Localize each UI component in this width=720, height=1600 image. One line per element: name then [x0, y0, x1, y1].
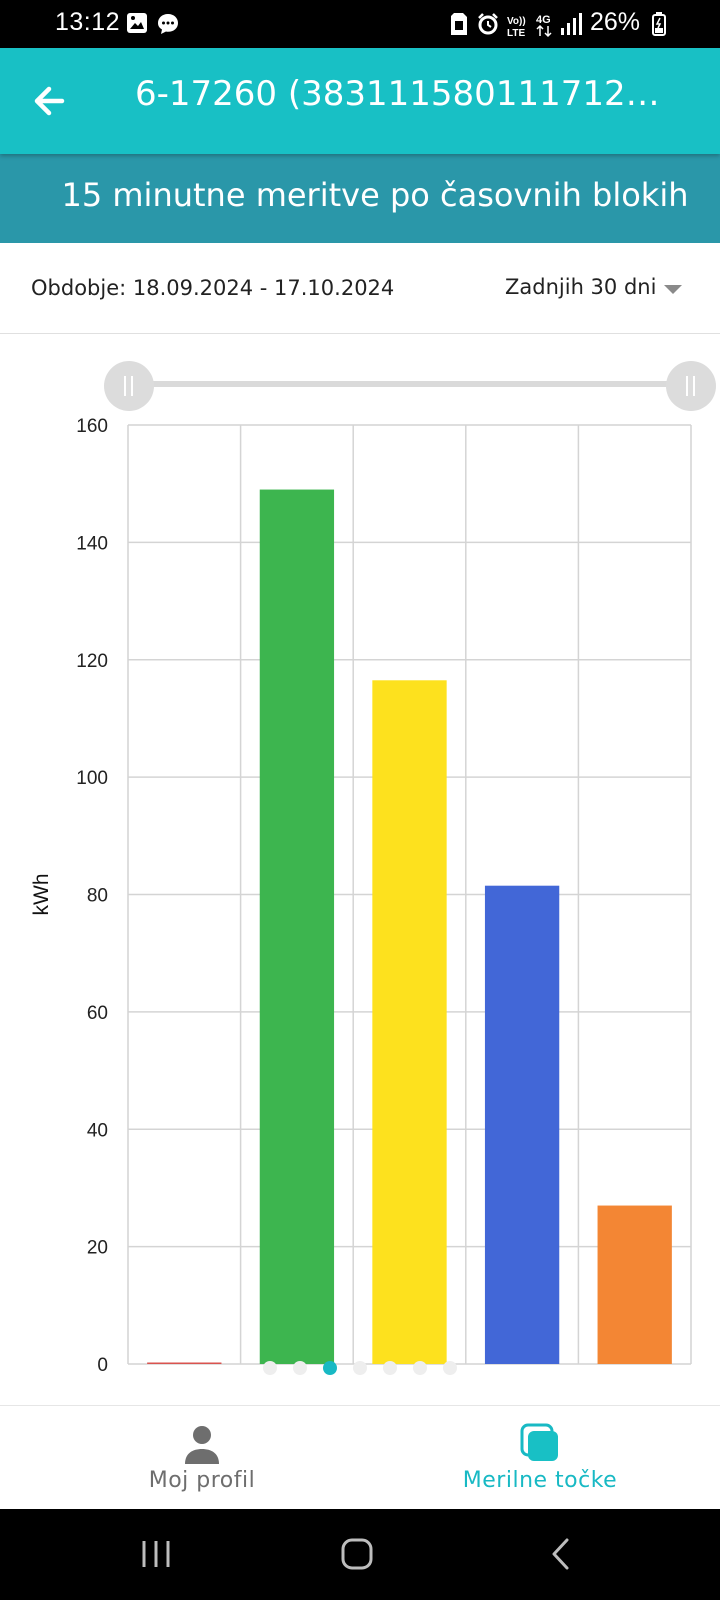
y-tick-label: 80: [87, 886, 108, 907]
gallery-icon: [127, 13, 147, 33]
pager-dot[interactable]: [323, 1361, 337, 1375]
y-tick-label: 60: [87, 1003, 108, 1024]
chart-bars: [147, 489, 672, 1365]
period-row: Obdobje: 18.09.2024 - 17.10.2024 Zadnjih…: [0, 243, 720, 334]
status-time: 13:12: [55, 8, 121, 36]
nav-item-metering-points[interactable]: Merilne točke: [360, 1406, 720, 1510]
section-header: 15 minutne meritve po časovnih blokih: [0, 154, 720, 243]
home-button[interactable]: [332, 1529, 382, 1579]
range-slider-start-handle[interactable]: [104, 361, 154, 411]
y-tick-label: 120: [76, 651, 108, 672]
status-bar: 13:12 Vo)) LTE 4G 26%: [0, 0, 720, 48]
y-tick-label: 40: [87, 1120, 108, 1141]
section-title: 15 minutne meritve po časovnih blokih: [61, 176, 689, 214]
page-title: 6-17260 (38311158011171272): [135, 74, 675, 114]
pager-dot[interactable]: [263, 1361, 277, 1375]
range-slider-track[interactable]: [130, 381, 690, 387]
bar-2[interactable]: [259, 489, 335, 1364]
bar-1[interactable]: [147, 1362, 222, 1365]
battery-icon: [652, 12, 666, 36]
volte-icon: Vo)) LTE: [507, 16, 526, 38]
home-icon: [341, 1538, 373, 1570]
y-axis-label: kWh: [30, 874, 53, 916]
app-bar: 6-17260 (38311158011171272): [0, 48, 720, 154]
back-button[interactable]: [28, 78, 74, 124]
recents-icon: [142, 1541, 170, 1567]
y-axis-ticks: 0 20 40 60 80 100 120 140 160: [76, 416, 108, 1376]
range-dropdown[interactable]: Zadnjih 30 dni: [505, 269, 685, 309]
system-navigation-bar: [0, 1509, 720, 1600]
pager-dot[interactable]: [353, 1361, 367, 1375]
svg-text:Vo)): Vo)): [507, 16, 526, 27]
bar-chart: 0 20 40 60 80 100 120 140 160 kWh: [30, 416, 692, 1376]
range-slider-end-handle[interactable]: [666, 361, 716, 411]
y-tick-label: 0: [97, 1355, 108, 1376]
battery-percentage: 26%: [590, 8, 641, 36]
arrow-left-icon: [34, 86, 65, 116]
nav-label-profile: Moj profil: [148, 1468, 256, 1493]
chat-bubble-icon: [158, 14, 178, 34]
bar-5[interactable]: [597, 1205, 672, 1364]
pager-dot[interactable]: [383, 1361, 397, 1375]
chevron-down-icon: [664, 285, 682, 294]
y-tick-label: 100: [76, 768, 108, 789]
nav-label-metering-points: Merilne točke: [462, 1468, 618, 1493]
4g-icon: 4G: [536, 14, 552, 38]
y-tick-label: 140: [76, 533, 108, 554]
pager-dot[interactable]: [293, 1361, 307, 1375]
svg-text:4G: 4G: [536, 14, 551, 26]
svg-text:LTE: LTE: [507, 28, 525, 38]
signal-icon: [561, 13, 582, 35]
y-tick-label: 20: [87, 1238, 108, 1259]
stacked-squares-icon: [520, 1423, 558, 1461]
pager-dot[interactable]: [443, 1361, 457, 1375]
pager-dot[interactable]: [413, 1361, 427, 1375]
period-text: Obdobje: 18.09.2024 - 17.10.2024: [31, 276, 395, 300]
nav-item-profile[interactable]: Moj profil: [22, 1406, 382, 1510]
system-back-button[interactable]: [535, 1529, 585, 1579]
sim-icon: [451, 13, 467, 35]
bar-3[interactable]: [372, 680, 447, 1364]
bottom-nav: Moj profil Merilne točke: [0, 1405, 720, 1509]
recents-button[interactable]: [131, 1529, 181, 1579]
person-icon: [185, 1426, 219, 1464]
range-dropdown-value: Zadnjih 30 dni: [505, 275, 657, 299]
y-tick-label: 160: [76, 416, 108, 437]
back-icon: [552, 1538, 569, 1570]
bar-4[interactable]: [484, 885, 560, 1364]
alarm-icon: [478, 13, 498, 35]
